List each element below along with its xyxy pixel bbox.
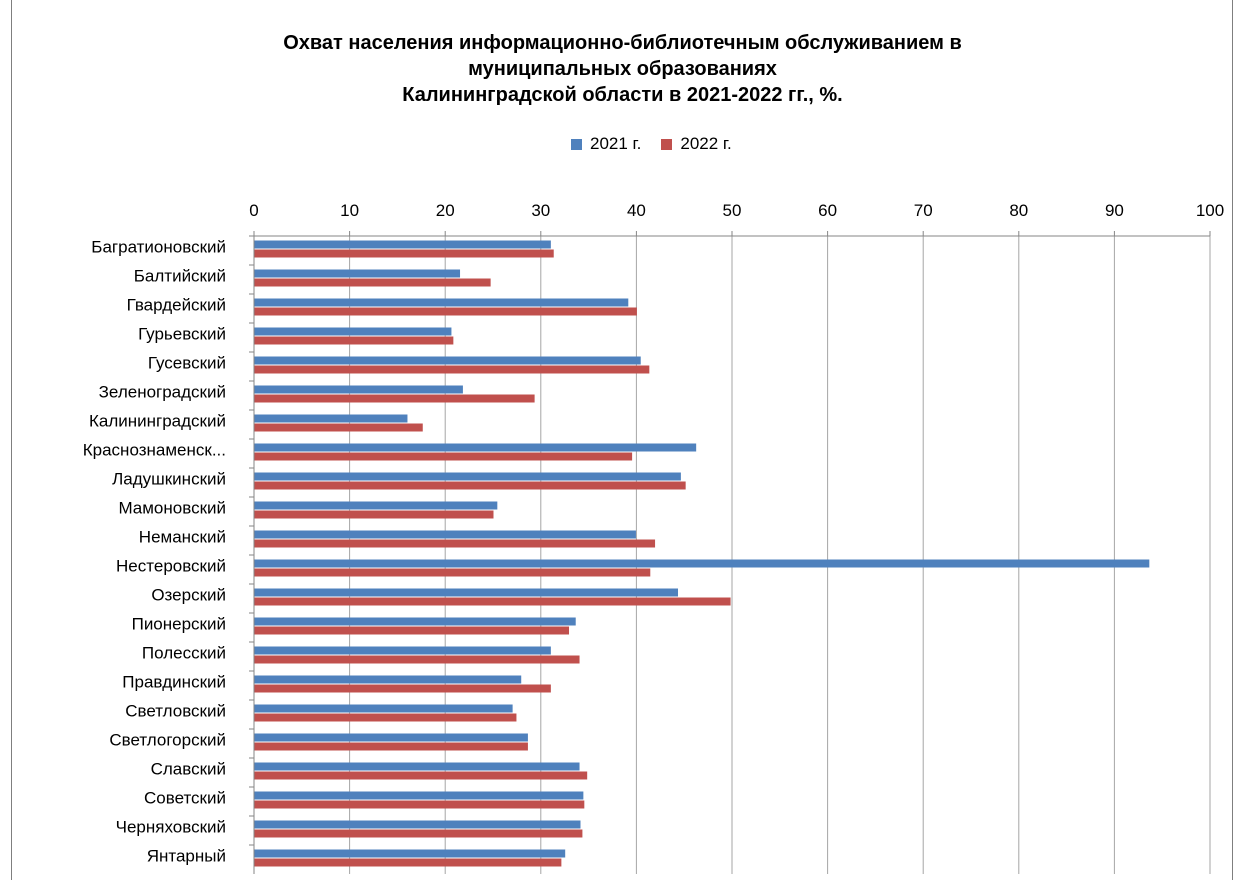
bar-2022: [254, 423, 423, 432]
bar-2022: [254, 684, 551, 693]
x-tick-label: 50: [723, 201, 742, 220]
legend-label-2021: 2021 г.: [590, 134, 642, 153]
x-tick-label: 20: [436, 201, 455, 220]
category-label: Светлогорский: [109, 731, 226, 750]
x-tick-label: 60: [818, 201, 837, 220]
bar-2021: [254, 414, 408, 423]
bar-2021: [254, 762, 580, 771]
chart-title-line-2: муниципальных образованиях: [468, 58, 777, 80]
bar-2021: [254, 704, 513, 713]
category-label: Балтийский: [134, 267, 226, 286]
bar-2021: [254, 501, 498, 510]
bar-2021: [254, 820, 581, 829]
bar-2021: [254, 269, 461, 278]
x-tick-label: 30: [531, 201, 550, 220]
bar-2021: [254, 646, 551, 655]
bar-2022: [254, 713, 517, 722]
category-label: Ладушкинский: [112, 470, 226, 489]
bar-2022: [254, 278, 491, 287]
category-label: Неманский: [139, 528, 226, 547]
category-label: Гурьевский: [138, 325, 226, 344]
x-tick-label: 40: [627, 201, 646, 220]
legend-swatch-2021: [571, 138, 582, 150]
chart-title: Охват населения информационно-библиотечн…: [0, 30, 1245, 108]
bar-2021: [254, 443, 697, 452]
bar-2021: [254, 472, 681, 481]
bar-2021: [254, 791, 584, 800]
bar-2022: [254, 568, 651, 577]
bar-2022: [254, 510, 494, 519]
category-label: Зеленоградский: [99, 383, 226, 402]
bar-2022: [254, 365, 650, 374]
bar-2022: [254, 336, 454, 345]
legend-label-2022: 2022 г.: [680, 134, 732, 153]
legend-swatch-2022: [661, 138, 673, 150]
bar-2021: [254, 675, 522, 684]
chart-legend: 2021 г. 2022 г.: [571, 134, 752, 154]
bar-2022: [254, 771, 588, 780]
category-label: Калининградский: [89, 412, 226, 431]
category-label: Славский: [151, 760, 226, 779]
category-label: Полесский: [142, 644, 226, 663]
x-tick-label: 0: [249, 201, 258, 220]
bar-2022: [254, 307, 637, 316]
category-label: Пионерский: [132, 615, 226, 634]
x-tick-label: 90: [1105, 201, 1124, 220]
bar-2022: [254, 655, 580, 664]
bar-2022: [254, 829, 583, 838]
bar-2021: [254, 733, 528, 742]
bar-2022: [254, 394, 535, 403]
category-label: Советский: [144, 789, 226, 808]
bar-2021: [254, 240, 551, 249]
bar-2021: [254, 327, 452, 336]
x-tick-label: 10: [340, 201, 359, 220]
bar-2022: [254, 742, 528, 751]
bar-2022: [254, 249, 554, 258]
bar-2022: [254, 481, 686, 490]
chart-title-line-3: Калининградской области в 2021-2022 гг.,…: [402, 84, 843, 106]
bar-2021: [254, 298, 629, 307]
bar-2021: [254, 385, 463, 394]
bar-2021: [254, 588, 679, 597]
x-tick-label: 80: [1009, 201, 1028, 220]
bar-2021: [254, 617, 576, 626]
category-label: Гвардейский: [127, 296, 226, 315]
x-tick-label: 100: [1196, 201, 1224, 220]
category-label: Озерский: [151, 586, 226, 605]
category-label: Багратионовский: [91, 238, 226, 257]
bar-2022: [254, 597, 731, 606]
category-label: Янтарный: [147, 847, 226, 866]
category-label: Черняховский: [116, 818, 226, 837]
chart-frame: [11, 0, 1233, 880]
category-label: Краснознаменск...: [83, 441, 226, 460]
category-label: Светловский: [125, 702, 226, 721]
bar-2021: [254, 559, 1150, 568]
bar-2022: [254, 858, 562, 867]
bar-2022: [254, 800, 585, 809]
legend-item-2021: 2021 г.: [571, 134, 641, 154]
category-label: Гусевский: [148, 354, 226, 373]
bar-2022: [254, 626, 570, 635]
category-label: Мамоновский: [118, 499, 226, 518]
bar-2021: [254, 530, 636, 539]
bar-2022: [254, 539, 656, 548]
bar-2022: [254, 452, 633, 461]
category-label: Правдинский: [122, 673, 226, 692]
bar-2021: [254, 356, 641, 365]
category-label: Нестеровский: [116, 557, 226, 576]
chart-title-line-1: Охват населения информационно-библиотечн…: [283, 32, 962, 54]
x-tick-label: 70: [914, 201, 933, 220]
legend-item-2022: 2022 г.: [661, 134, 732, 154]
bar-2021: [254, 849, 566, 858]
